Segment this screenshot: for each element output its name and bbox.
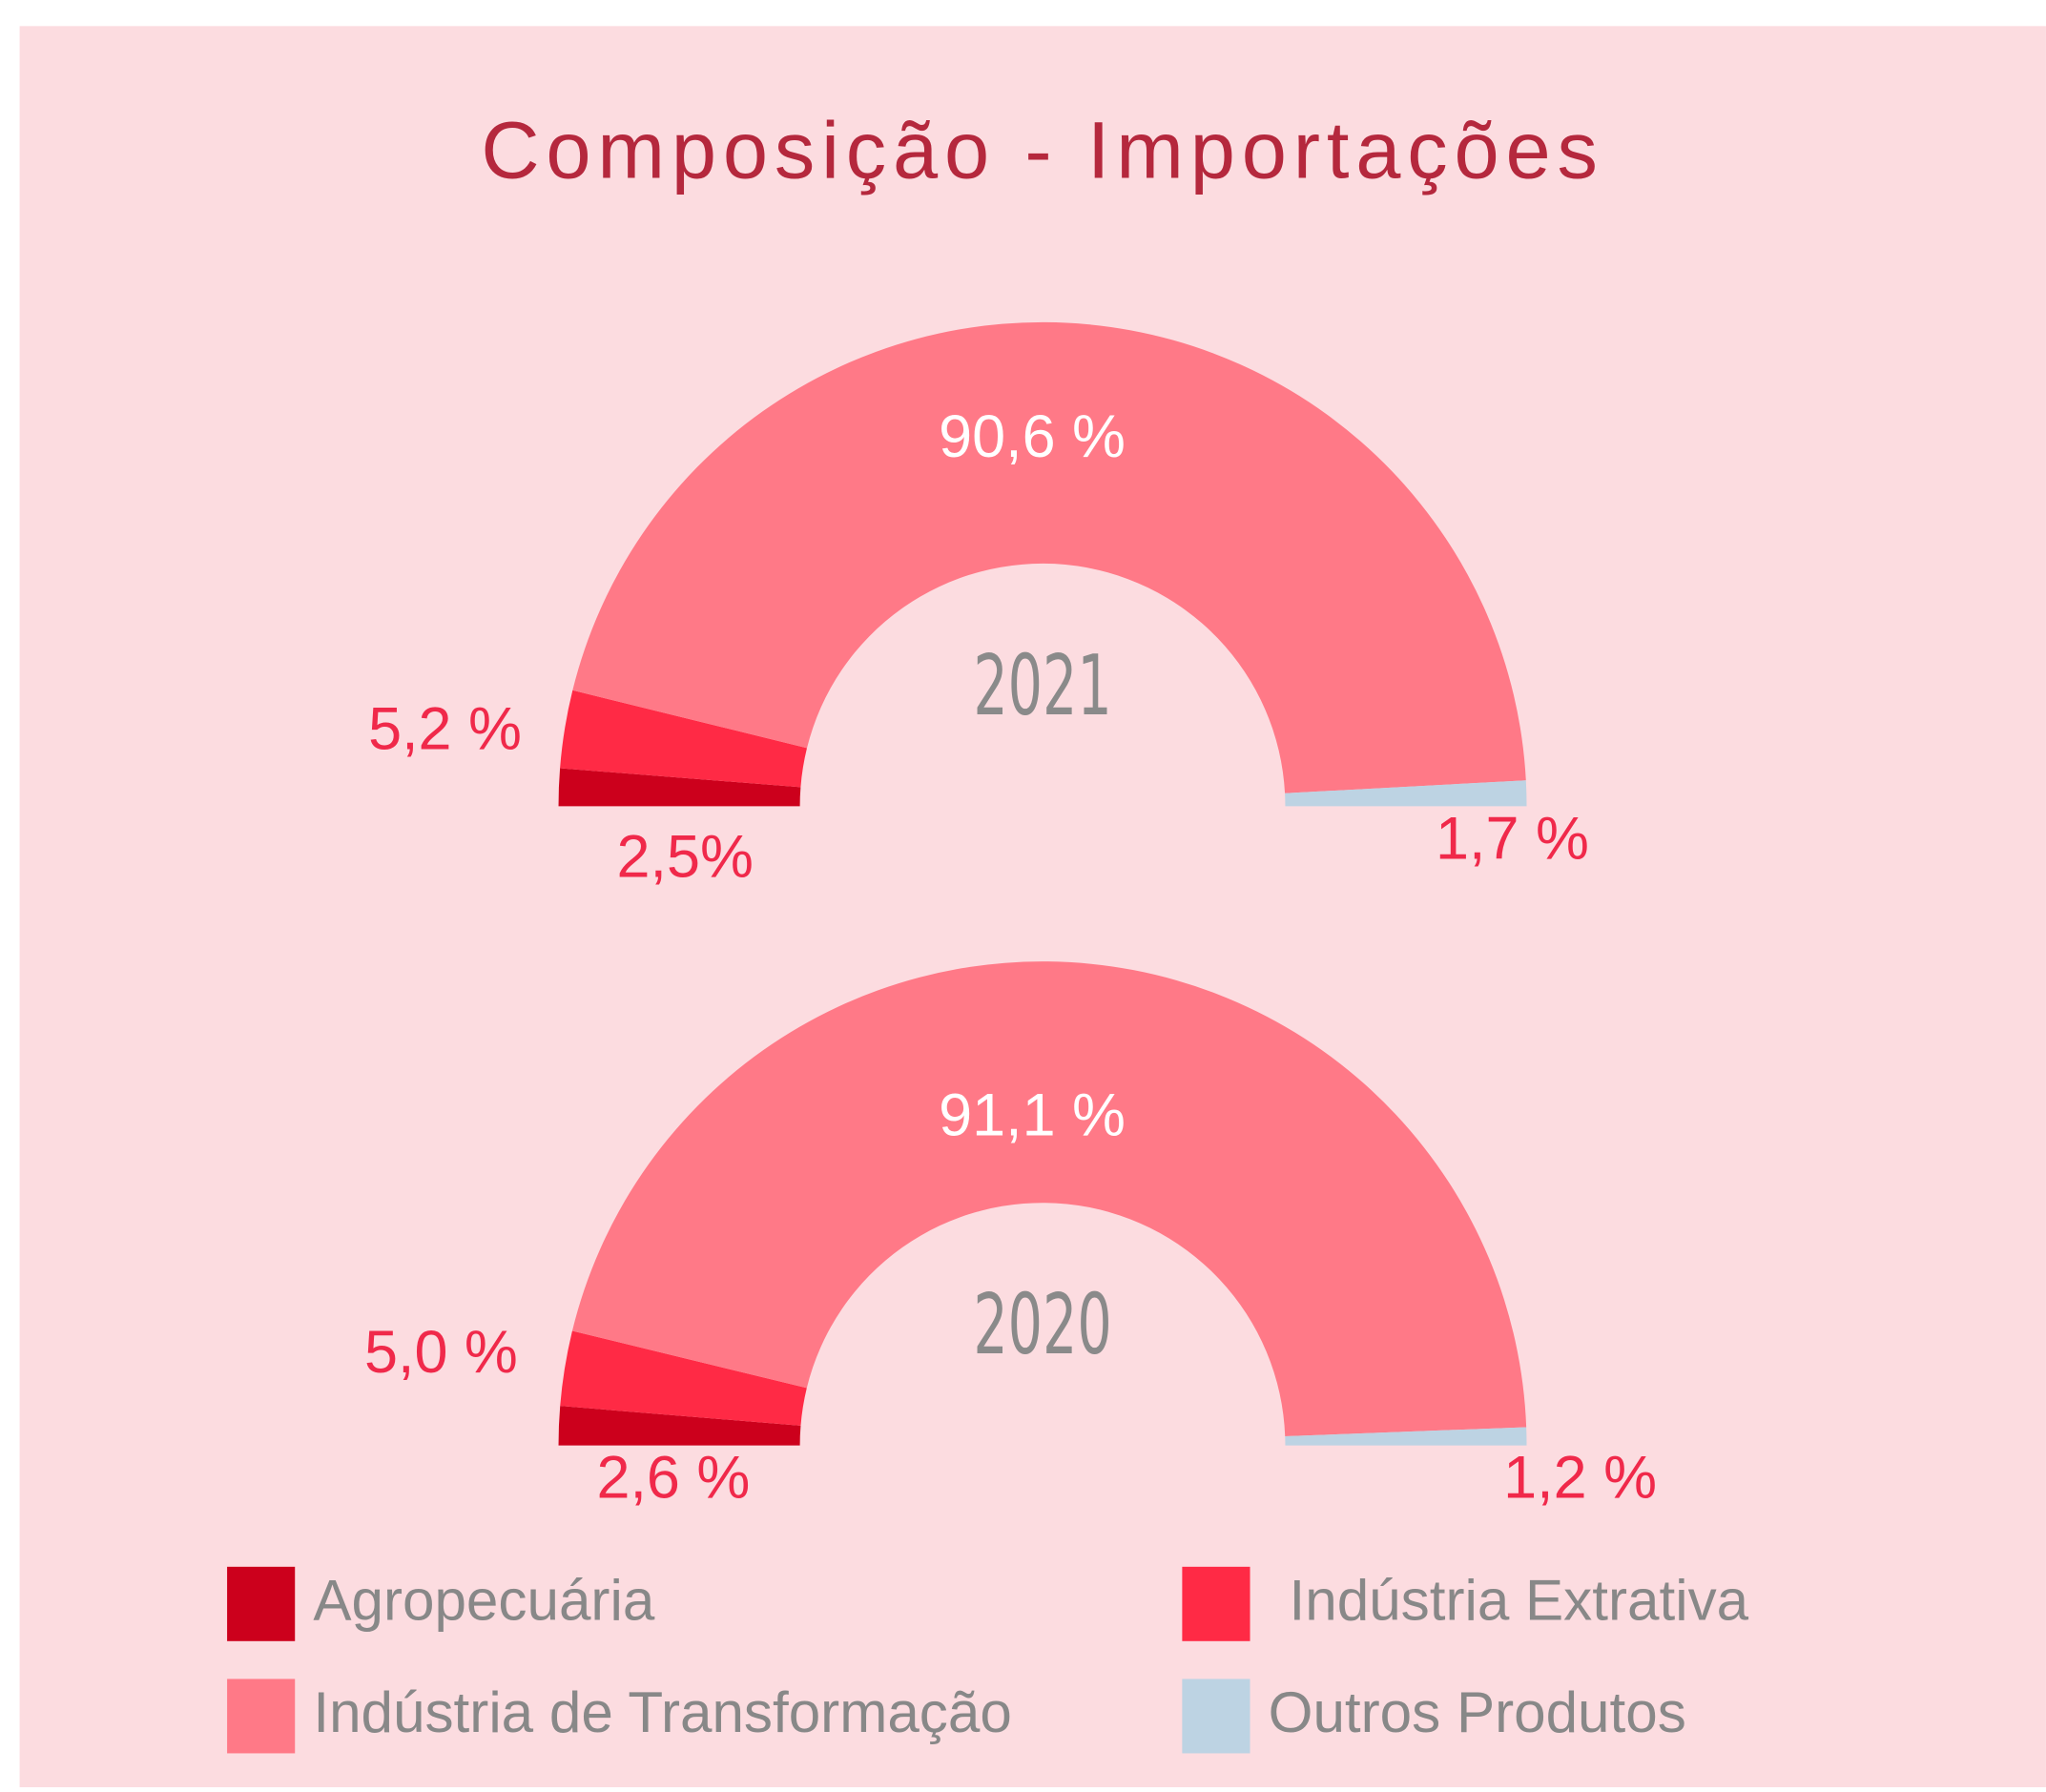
legend-swatch bbox=[227, 1566, 296, 1641]
legend-label: Indústria Extrativa bbox=[1290, 1568, 1749, 1632]
value-label: 91,1 % bbox=[939, 1081, 1126, 1148]
legend-swatch bbox=[1182, 1566, 1250, 1641]
legend-swatch bbox=[227, 1679, 296, 1754]
value-label: 5,2 % bbox=[368, 695, 522, 762]
value-label: 5,0 % bbox=[364, 1319, 518, 1386]
value-label: 2,6 % bbox=[596, 1445, 750, 1512]
value-label: 2,5% bbox=[617, 823, 754, 890]
value-label: 1,7 % bbox=[1436, 805, 1589, 872]
value-label: 1,2 % bbox=[1503, 1445, 1657, 1512]
donut-segment bbox=[560, 1330, 807, 1426]
panel-background bbox=[19, 26, 2046, 1787]
legend-swatch bbox=[1182, 1679, 1250, 1754]
donut-segment bbox=[558, 768, 801, 807]
donut-segment bbox=[1285, 780, 1527, 807]
donut-segment bbox=[558, 1406, 801, 1446]
donut-segment bbox=[572, 321, 1526, 793]
donut-segment bbox=[1285, 1427, 1527, 1446]
legend-label: Agropecuária bbox=[313, 1568, 654, 1632]
value-label: 90,6 % bbox=[939, 403, 1126, 470]
legend-label: Outros Produtos bbox=[1269, 1680, 1686, 1744]
year-label: 2021 bbox=[973, 637, 1111, 734]
donut-segment bbox=[560, 690, 807, 788]
legend-label: Indústria de Transformação bbox=[313, 1680, 1011, 1744]
donut-segment bbox=[571, 961, 1527, 1437]
year-label: 2020 bbox=[973, 1276, 1111, 1373]
chart-title: Composição - Importações bbox=[481, 105, 1603, 196]
